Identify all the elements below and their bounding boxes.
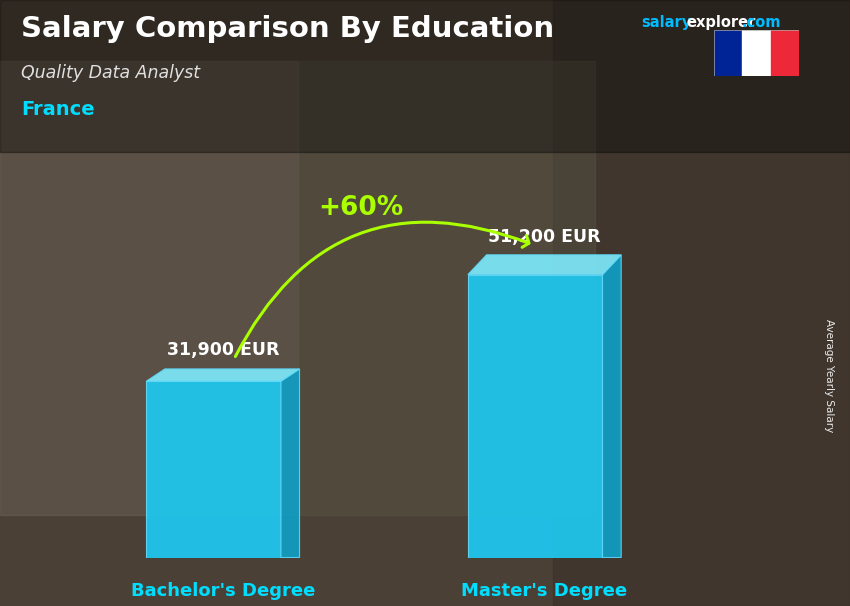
Polygon shape <box>468 275 603 558</box>
Polygon shape <box>603 255 621 558</box>
Bar <box>0 61 298 515</box>
Bar <box>0 0 850 152</box>
Text: .com: .com <box>741 15 780 30</box>
Text: Quality Data Analyst: Quality Data Analyst <box>21 64 201 82</box>
Text: 31,900 EUR: 31,900 EUR <box>167 341 279 359</box>
Polygon shape <box>146 381 280 558</box>
Text: salary: salary <box>642 15 692 30</box>
Polygon shape <box>280 369 299 558</box>
Bar <box>742 30 771 76</box>
Bar <box>771 30 799 76</box>
Text: +60%: +60% <box>319 195 404 221</box>
Text: Average Yearly Salary: Average Yearly Salary <box>824 319 834 432</box>
Text: Bachelor's Degree: Bachelor's Degree <box>131 582 315 601</box>
Bar <box>298 61 595 515</box>
Text: Salary Comparison By Education: Salary Comparison By Education <box>21 15 554 43</box>
Polygon shape <box>146 369 299 381</box>
Bar <box>714 30 742 76</box>
Bar <box>552 0 850 606</box>
Text: France: France <box>21 100 95 119</box>
Text: 51,200 EUR: 51,200 EUR <box>488 228 601 246</box>
Polygon shape <box>468 255 621 275</box>
Text: explorer: explorer <box>687 15 756 30</box>
Text: Master's Degree: Master's Degree <box>462 582 627 601</box>
